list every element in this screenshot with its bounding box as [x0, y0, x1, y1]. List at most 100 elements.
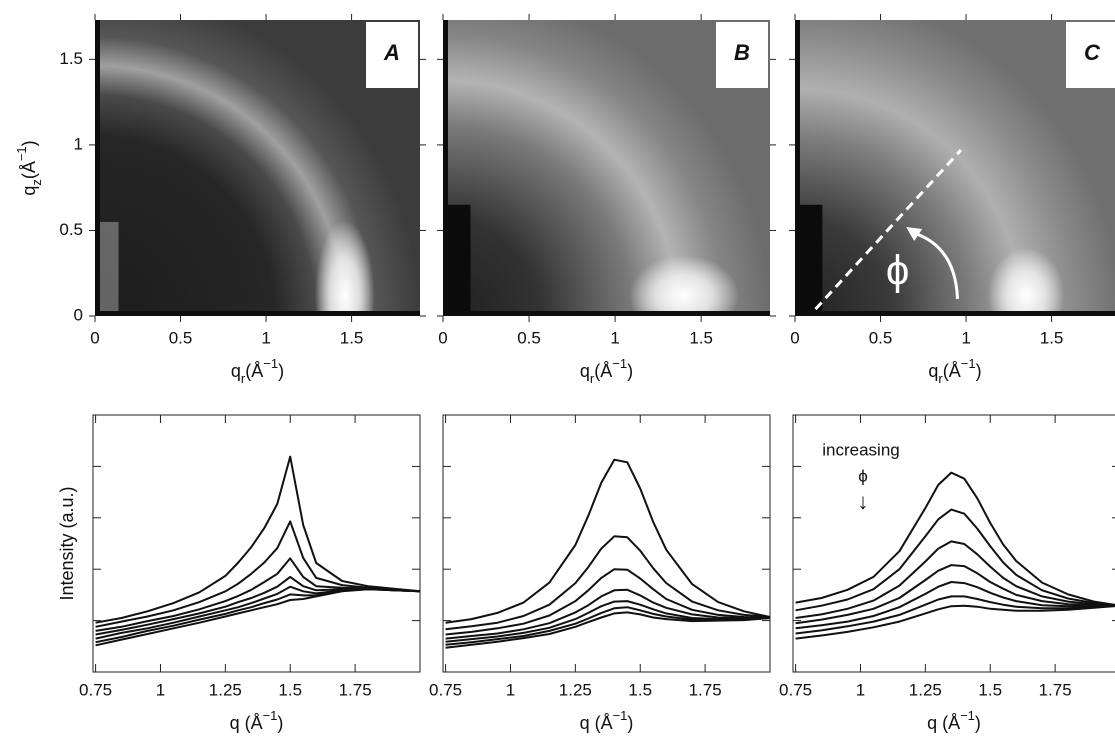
panel: 0.75 1 1.25 1.5 1.75 q (Å−1)	[429, 414, 771, 733]
angle-line	[814, 149, 963, 311]
panel: B 0 0.5 1 1.5 qr(Å−1)	[437, 14, 776, 386]
panel-label: B	[734, 40, 750, 65]
label-part: )	[627, 713, 633, 733]
label-part: r	[590, 371, 595, 386]
axis-label: q (Å−1)	[580, 708, 634, 733]
intensity-curve	[795, 581, 1115, 630]
bright-spot	[628, 255, 739, 316]
x-tick-label: 0.75	[429, 680, 462, 699]
intensity-curve	[795, 471, 1115, 606]
x-tick-label: 0.75	[779, 680, 812, 699]
intensity-curve	[445, 458, 770, 624]
x-tick-label: 1.25	[209, 680, 242, 699]
panel: A0 0.5 1 1.500.511.5qr(Å−1)qz(Å−1)	[14, 14, 426, 386]
axis-label: Intensity (a.u.)	[57, 486, 77, 600]
axis-label: q (Å−1)	[927, 708, 981, 733]
label-part: )	[975, 713, 981, 733]
panel: increasing ϕ ↓ 0.75 1 1.25 1.5 1.75 q (Å−1)	[779, 414, 1115, 733]
x-tick-label: 1	[156, 680, 165, 699]
x-tick-label: 1.5	[278, 680, 302, 699]
edge-strip	[95, 20, 100, 316]
scattering-image	[443, 20, 770, 316]
label-part: (Å	[937, 713, 960, 733]
panel-label-box	[716, 22, 768, 88]
bright-spot	[987, 247, 1064, 316]
x-tick-label: 0.5	[869, 328, 893, 347]
intensity-curve	[445, 535, 770, 631]
intensity-curve	[795, 564, 1115, 625]
label-part: q	[927, 713, 937, 733]
annotation: increasing	[822, 440, 900, 459]
x-tick-label: 0	[90, 328, 99, 347]
axis-label: qr(Å−1)	[580, 356, 633, 386]
x-tick-label: 0	[790, 328, 799, 347]
label-part: q	[19, 186, 39, 196]
y-tick-label: 1.5	[59, 49, 83, 68]
x-tick-label: 1.5	[978, 680, 1002, 699]
label-part: −1	[612, 356, 627, 371]
arrow-head	[906, 227, 923, 242]
label-part: −1	[613, 708, 628, 723]
x-tick-label: 1.5	[689, 328, 713, 347]
intensity-curve	[95, 455, 420, 624]
plot-frame	[792, 414, 1115, 673]
x-tick-label: 1.25	[909, 680, 942, 699]
y-tick-label: 0	[74, 305, 83, 324]
intensity-curve	[445, 606, 770, 646]
horizon-strip	[795, 311, 1115, 316]
label-part: (Å	[943, 361, 961, 381]
x-tick-label: 1	[961, 328, 970, 347]
label-part: q	[231, 361, 241, 381]
label-part: )	[278, 361, 284, 381]
label-part: z	[29, 179, 44, 186]
label-part: (Å	[594, 361, 612, 381]
label-part: (Å	[245, 361, 263, 381]
image-background	[795, 20, 1115, 316]
intensity-curve	[445, 600, 770, 643]
label-part: )	[627, 361, 633, 381]
x-tick-label: 1.5	[340, 328, 364, 347]
x-tick-label: 1	[610, 328, 619, 347]
x-tick-label: 1.75	[339, 680, 372, 699]
intensity-curve	[795, 540, 1115, 619]
label-part: q	[580, 713, 590, 733]
y-tick-label: 0.5	[59, 220, 83, 239]
intensity-curve	[795, 604, 1115, 640]
intensity-curve	[95, 588, 420, 647]
x-tick-label: 0	[438, 328, 447, 347]
intensity-curve	[95, 557, 420, 632]
label-part: )	[277, 713, 283, 733]
horizon-strip	[95, 311, 420, 316]
x-tick-label: 1.75	[1039, 680, 1072, 699]
label-part: r	[241, 371, 246, 386]
label-part: q	[230, 713, 240, 733]
label-part: q	[928, 361, 938, 381]
panel: 0.75 1 1.25 1.5 1.75 q (Å−1) Intensity (a.u.)	[57, 414, 421, 733]
axis-label: qr(Å−1)	[928, 356, 981, 386]
intensity-curve	[445, 611, 770, 649]
x-tick-label: 1	[506, 680, 515, 699]
y-tick-label: 1	[74, 134, 83, 153]
plot-frame	[92, 414, 421, 673]
label-part: q	[580, 361, 590, 381]
x-tick-label: 1	[261, 328, 270, 347]
label-part: (Å	[19, 161, 39, 179]
annotation: ϕ	[858, 466, 868, 485]
label-part: (Å	[590, 713, 613, 733]
curves	[795, 471, 1115, 640]
specular-streaks	[98, 221, 119, 316]
panel-label: C	[1084, 40, 1101, 65]
edge-strip	[795, 20, 800, 316]
axis-label: qr(Å−1)	[231, 356, 284, 386]
x-tick-label: 0.75	[79, 680, 112, 699]
intensity-curve	[95, 520, 420, 628]
label-part: −1	[14, 146, 29, 161]
label-part: )	[19, 140, 39, 146]
label-part: −1	[961, 356, 976, 371]
x-tick-label: 0.5	[169, 328, 193, 347]
intensity-curve	[795, 508, 1115, 612]
curves	[445, 458, 770, 649]
axis-label: q (Å−1)	[230, 708, 284, 733]
